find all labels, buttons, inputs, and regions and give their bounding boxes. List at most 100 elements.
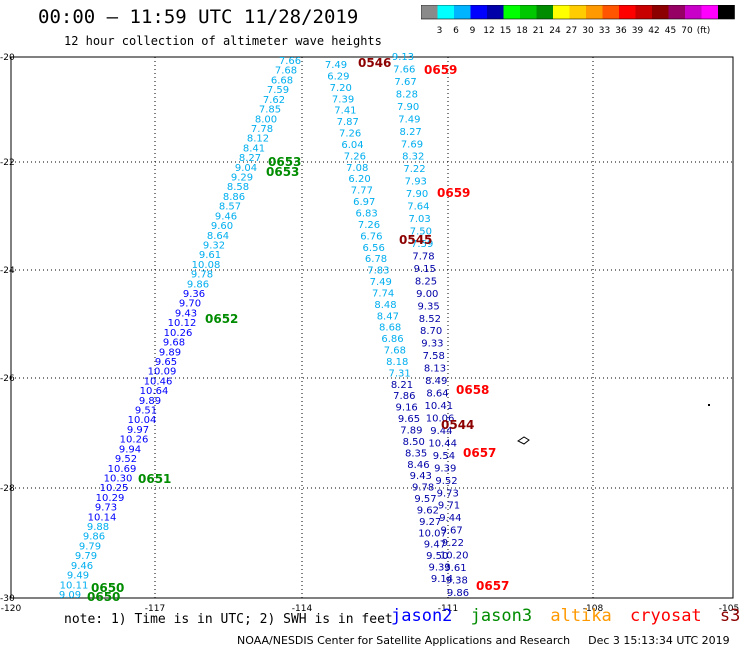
swh-value-mid-a: 9.27: [419, 517, 441, 528]
colorbar-swatch: [487, 5, 504, 19]
swh-value-mid-b: 9.33: [421, 339, 443, 350]
colorbar-label: 24: [549, 26, 561, 36]
colorbar-swatch: [668, 5, 685, 19]
swh-value-mid-a: 6.04: [341, 140, 363, 151]
swh-value-left: 9.36: [183, 289, 205, 300]
pass-time-label: 0659: [437, 186, 470, 200]
legend-altika: altika: [550, 606, 612, 626]
swh-value-left: 9.89: [159, 347, 181, 358]
swh-value-mid-a: 8.68: [379, 323, 401, 334]
swh-value-left: 10.64: [140, 386, 169, 397]
swh-value-mid-a: 7.89: [400, 426, 422, 437]
swh-value-mid-a: 9.50: [426, 551, 448, 562]
swh-value-mid-a: 7.74: [372, 288, 394, 299]
swh-value-mid-b: 7.93: [405, 177, 427, 188]
swh-value-left: 8.27: [239, 153, 261, 164]
islands: [517, 404, 710, 445]
swh-value-left: 8.58: [227, 182, 249, 193]
colorbar-label: (ft): [697, 26, 711, 36]
swh-value-left: 8.64: [207, 231, 229, 242]
lon-tick-label: -114: [292, 604, 313, 614]
swh-value-mid-b: 7.67: [394, 77, 416, 88]
swh-value-mid-b: 9.86: [447, 588, 469, 599]
swh-value-mid-b: 8.28: [396, 89, 418, 100]
swh-value-mid-a: 9.57: [414, 494, 436, 505]
colorbar-label: 12: [483, 26, 494, 36]
swh-value-mid-b: 9.15: [414, 264, 436, 275]
swh-value-left: 10.30: [104, 473, 133, 484]
swh-value-mid-b: 8.49: [425, 376, 447, 387]
colorbar-swatch: [503, 5, 520, 19]
swh-value-mid-b: 8.70: [420, 326, 442, 337]
colorbar-label: 33: [599, 26, 610, 36]
lat-tick-label: -28: [0, 484, 15, 494]
swh-value-mid-a: 7.86: [393, 391, 415, 402]
lon-tick-label: -117: [145, 604, 165, 614]
pass-time-label: 0544: [441, 418, 474, 432]
swh-value-left: 10.08: [192, 260, 221, 271]
swh-value-mid-a: 7.26: [344, 151, 366, 162]
swh-value-left: 7.85: [259, 105, 281, 116]
swh-value-left: 9.29: [231, 173, 253, 184]
swh-value-mid-a: 7.26: [339, 129, 361, 140]
swh-value-mid-b: 7.64: [407, 202, 429, 213]
colorbar-label: 3: [437, 26, 443, 36]
page-title: 00:00 – 11:59 UTC 11/28/2019: [38, 6, 359, 28]
pass-time-label: 0650: [91, 581, 124, 595]
swh-value-left: 10.29: [96, 493, 125, 504]
swh-value-mid-a: 9.16: [396, 403, 418, 414]
wave-height-colorbar: 3 6 9 12 15 18 21 24 27 30 33 36 39 42 45 70 (ft): [421, 5, 735, 36]
swh-value-left: 10.46: [144, 376, 173, 387]
swh-value-left: 8.12: [247, 134, 269, 145]
colorbar-swatch: [553, 5, 570, 19]
swh-value-mid-a: 6.97: [353, 197, 375, 208]
swh-value-left: 6.68: [271, 75, 293, 86]
swh-value-left: 7.66: [279, 56, 301, 67]
swh-value-left: 9.86: [83, 532, 105, 543]
units-note: note: 1) Time is in UTC; 2) SWH is in fe…: [64, 612, 393, 627]
swh-value-left: 7.78: [251, 124, 273, 135]
colorbar-label: 6: [453, 26, 459, 36]
swh-value-mid-a: 9.43: [410, 471, 432, 482]
colorbar-label: 70: [681, 26, 693, 36]
lon-tick-label: -105: [719, 604, 739, 614]
lat-tick-label: -26: [0, 374, 15, 384]
legend-jason3: jason3: [470, 606, 533, 626]
swh-value-left: 9.86: [187, 279, 209, 290]
swh-value-mid-b: 9.22: [442, 538, 464, 549]
swh-value-left: 10.12: [168, 318, 197, 329]
legend-jason2: jason2: [391, 606, 453, 626]
lon-tick-label: -120: [1, 604, 22, 614]
colorbar-swatch: [685, 5, 702, 19]
swh-value-left: 9.60: [211, 221, 233, 232]
swh-value-left: 10.14: [88, 512, 117, 523]
pass-time-label: 0658: [456, 383, 489, 397]
colorbar-swatch: [569, 5, 586, 19]
pass-time-label: 0546: [358, 56, 391, 70]
swh-value-left: 9.43: [175, 308, 197, 319]
swh-value-mid-a: 7.49: [325, 60, 347, 71]
swh-value-mid-a: 10.07: [418, 528, 447, 539]
swh-value-mid-a: 6.76: [360, 231, 382, 242]
colorbar-label: 30: [582, 26, 594, 36]
swh-value-mid-a: 6.56: [363, 243, 385, 254]
swh-value-left: 9.89: [139, 396, 161, 407]
swh-value-mid-a: 6.78: [365, 254, 387, 265]
swh-value-left: 10.11: [60, 580, 89, 591]
swh-value-mid-b: 9.54: [433, 451, 455, 462]
colorbar-swatch: [421, 5, 438, 19]
swh-value-left: 7.68: [275, 66, 297, 77]
colorbar-swatch: [470, 5, 487, 19]
swh-value-mid-a: 8.35: [405, 448, 427, 459]
swh-value-mid-b: 7.49: [398, 114, 420, 125]
credit-line: NOAA/NESDIS Center for Satellite Applica…: [237, 634, 730, 647]
swh-value-left: 8.57: [219, 202, 241, 213]
colorbar-swatch: [701, 5, 718, 19]
colorbar-label: 15: [500, 26, 511, 36]
lat-tick-label: -20: [0, 53, 15, 63]
pass-time-label: 0652: [205, 312, 238, 326]
swh-value-mid-a: 7.31: [388, 368, 410, 379]
swh-value-mid-a: 8.47: [377, 311, 399, 322]
swh-value-left: 9.52: [115, 454, 137, 465]
swh-value-mid-b: 9.44: [439, 513, 461, 524]
